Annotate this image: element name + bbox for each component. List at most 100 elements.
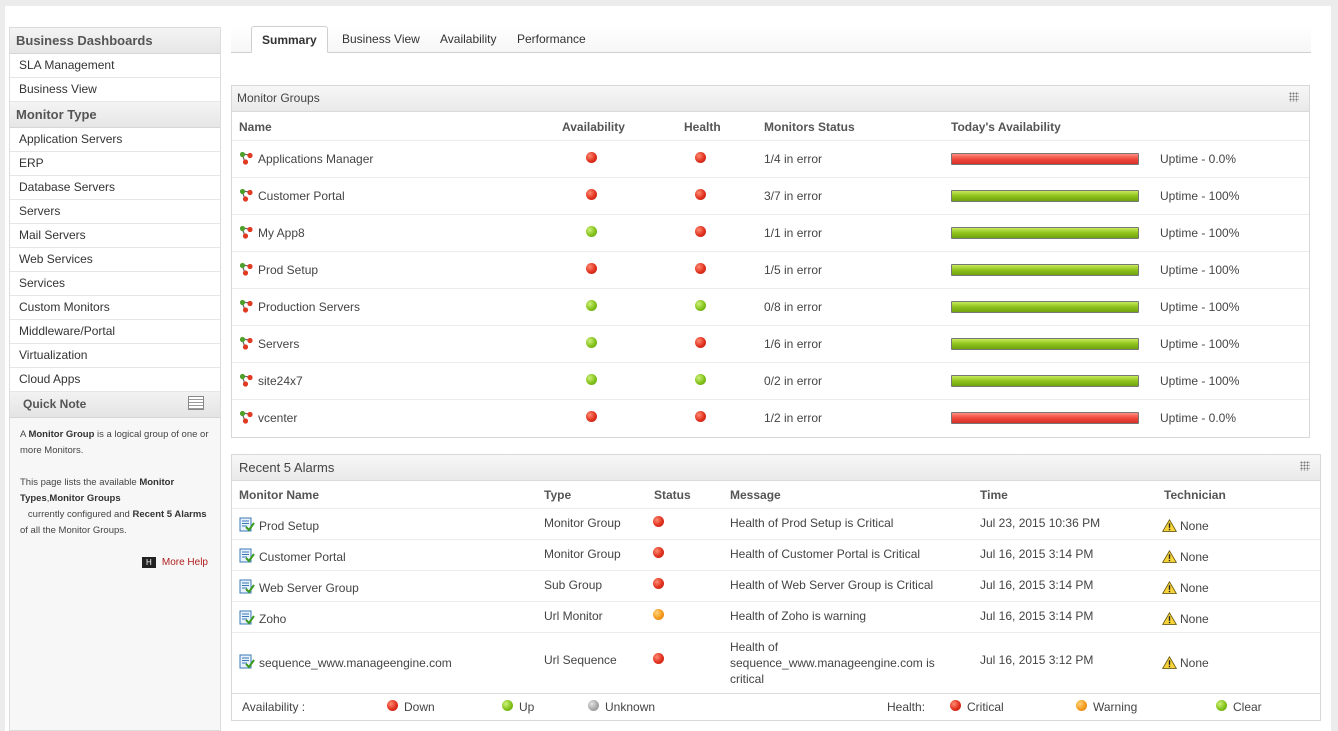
alarm-row[interactable]: Customer Portal Monitor Group Health of Cu… — [232, 540, 1320, 571]
alarm-status-icon — [653, 577, 664, 589]
uptime-value: Uptime - 100% — [1160, 300, 1240, 314]
alarm-time: Jul 23, 2015 10:36 PM — [980, 515, 1101, 530]
alarm-details-icon[interactable] — [239, 548, 255, 563]
alarm-message[interactable]: Health of sequence_www.manageengine.com i… — [730, 639, 935, 687]
monitors-status[interactable]: 3/7 in error — [764, 189, 823, 203]
sidebar-item-business-view[interactable]: Business View — [10, 78, 220, 102]
quick-note-paragraph-2: This page lists the available Monitor Ty… — [20, 477, 207, 536]
alarm-time: Jul 16, 2015 3:14 PM — [980, 608, 1094, 623]
alarm-details-icon[interactable] — [239, 579, 255, 594]
alarm-monitor-name[interactable]: Prod Setup — [259, 518, 320, 533]
legend-up-dot — [502, 700, 513, 711]
monitors-status[interactable]: 1/6 in error — [764, 337, 823, 351]
alarm-status-icon — [653, 608, 664, 620]
legend-unknown-dot — [588, 700, 599, 711]
monitor-group-row[interactable]: My App8 1/1 in error Uptime - 100% — [232, 215, 1309, 252]
monitors-status[interactable]: 0/2 in error — [764, 374, 823, 388]
alarm-status-icon — [653, 653, 664, 664]
sidebar-heading-business-dashboards: Business Dashboards — [10, 28, 220, 54]
note-book-icon[interactable] — [188, 396, 204, 410]
alarm-monitor-name[interactable]: Web Server Group — [259, 580, 359, 595]
alarm-row[interactable]: Prod Setup Monitor Group Health of Prod Se… — [232, 509, 1320, 540]
alarm-technician[interactable]: None — [1180, 580, 1209, 595]
col-time: Time — [980, 488, 1008, 502]
quick-note-header: Quick Note — [10, 392, 220, 418]
alarm-monitor-name[interactable]: sequence_www.manageengine.com — [259, 656, 452, 670]
alarm-details-icon[interactable] — [239, 654, 255, 669]
alarm-technician[interactable]: None — [1180, 549, 1209, 564]
alarm-row[interactable]: Web Server Group Sub Group Health of Web S… — [232, 571, 1320, 602]
sidebar-item-middleware-portal[interactable]: Middleware/Portal — [10, 320, 220, 344]
sidebar-item-erp[interactable]: ERP — [10, 152, 220, 176]
alarm-message[interactable]: Health of Prod Setup is Critical — [730, 515, 894, 530]
page: Business Dashboards SLA Management Busin… — [5, 6, 1331, 731]
monitor-group-row[interactable]: Prod Setup 1/5 in error Uptime - 100% — [232, 252, 1309, 289]
alarm-monitor-name[interactable]: Zoho — [259, 611, 287, 626]
monitors-status[interactable]: 0/8 in error — [764, 300, 823, 314]
alarm-row[interactable]: Zoho Url Monitor Health of Zoho is warning… — [232, 602, 1320, 633]
drag-handle-icon[interactable] — [1300, 461, 1310, 471]
monitor-group-icon — [239, 373, 254, 387]
alarm-details-icon[interactable] — [239, 517, 255, 532]
monitors-status[interactable]: 1/5 in error — [764, 263, 823, 277]
monitor-groups-title: Monitor Groups — [237, 91, 320, 105]
alarm-type: Url Sequence — [544, 653, 617, 667]
sidebar-item-application-servers[interactable]: Application Servers — [10, 128, 220, 152]
monitors-status[interactable]: 1/4 in error — [764, 152, 823, 166]
legend-unknown: Unknown — [605, 700, 656, 714]
monitor-group-row[interactable]: Applications Manager 1/4 in error Uptime -… — [232, 141, 1309, 178]
monitor-group-name[interactable]: vcenter — [258, 411, 298, 425]
sidebar-item-web-services[interactable]: Web Services — [10, 248, 220, 272]
monitor-group-name[interactable]: Prod Setup — [258, 263, 319, 277]
sidebar-item-servers[interactable]: Servers — [10, 200, 220, 224]
uptime-value: Uptime - 100% — [1160, 374, 1240, 388]
alarm-monitor-name[interactable]: Customer Portal — [259, 549, 346, 564]
alarm-message[interactable]: Health of Web Server Group is Critical — [730, 577, 934, 592]
alarm-time: Jul 16, 2015 3:12 PM — [980, 653, 1094, 667]
sidebar-item-database-servers[interactable]: Database Servers — [10, 176, 220, 200]
monitors-status[interactable]: 1/2 in error — [764, 411, 823, 425]
sidebar-item-services[interactable]: Services — [10, 272, 220, 296]
monitor-group-row[interactable]: Production Servers 0/8 in error Uptime - 1… — [232, 289, 1309, 326]
alarm-technician[interactable]: None — [1180, 518, 1209, 533]
alarm-message[interactable]: Health of Customer Portal is Critical — [730, 546, 921, 561]
drag-handle-icon[interactable] — [1289, 92, 1299, 102]
alarm-message-line: Health of — [730, 640, 779, 654]
availability-bar — [951, 227, 1139, 239]
alarm-message[interactable]: Health of Zoho is warning — [730, 608, 867, 623]
tab-summary[interactable]: Summary — [251, 26, 328, 53]
monitor-group-name[interactable]: My App8 — [258, 226, 305, 240]
monitor-group-name[interactable]: Customer Portal — [258, 189, 345, 203]
uptime-value: Uptime - 100% — [1160, 337, 1240, 351]
alarm-technician[interactable]: None — [1180, 611, 1209, 626]
monitors-status[interactable]: 1/1 in error — [764, 226, 823, 240]
col-technician: Technician — [1164, 488, 1226, 502]
tab-bar: Summary Business View Availability Perfo… — [231, 26, 1311, 53]
tab-performance[interactable]: Performance — [517, 32, 586, 46]
alarm-time: Jul 16, 2015 3:14 PM — [980, 546, 1094, 561]
quick-note-title: Quick Note — [23, 397, 87, 411]
sidebar-item-cloud-apps[interactable]: Cloud Apps — [10, 368, 220, 392]
sidebar-item-virtualization[interactable]: Virtualization — [10, 344, 220, 368]
col-message: Message — [730, 488, 781, 502]
monitor-group-row[interactable]: site24x7 0/2 in error Uptime - 100% — [232, 363, 1309, 400]
alarm-details-icon[interactable] — [239, 610, 255, 625]
alarm-row[interactable]: sequence_www.manageengine.com Url Sequenc… — [232, 633, 1320, 691]
monitor-group-row[interactable]: Servers 1/6 in error Uptime - 100% — [232, 326, 1309, 363]
alarm-technician[interactable]: None — [1180, 656, 1209, 670]
monitor-group-name[interactable]: Production Servers — [258, 300, 361, 314]
monitor-group-name[interactable]: Servers — [258, 337, 300, 351]
monitor-group-name[interactable]: Applications Manager — [258, 152, 374, 166]
uptime-value: Uptime - 0.0% — [1160, 411, 1237, 425]
monitor-group-name[interactable]: site24x7 — [258, 374, 303, 388]
tab-availability[interactable]: Availability — [440, 32, 497, 46]
sidebar-item-mail-servers[interactable]: Mail Servers — [10, 224, 220, 248]
sidebar-item-custom-monitors[interactable]: Custom Monitors — [10, 296, 220, 320]
tab-business-view[interactable]: Business View — [342, 32, 420, 46]
monitor-group-row[interactable]: vcenter 1/2 in error Uptime - 0.0% — [232, 400, 1309, 437]
monitor-group-row[interactable]: Customer Portal 3/7 in error Uptime - 100% — [232, 178, 1309, 215]
sidebar-item-sla-management[interactable]: SLA Management — [10, 54, 220, 78]
more-help-link[interactable]: H More Help — [20, 555, 214, 571]
availability-bar — [951, 153, 1139, 165]
uptime-value: Uptime - 100% — [1160, 263, 1240, 277]
